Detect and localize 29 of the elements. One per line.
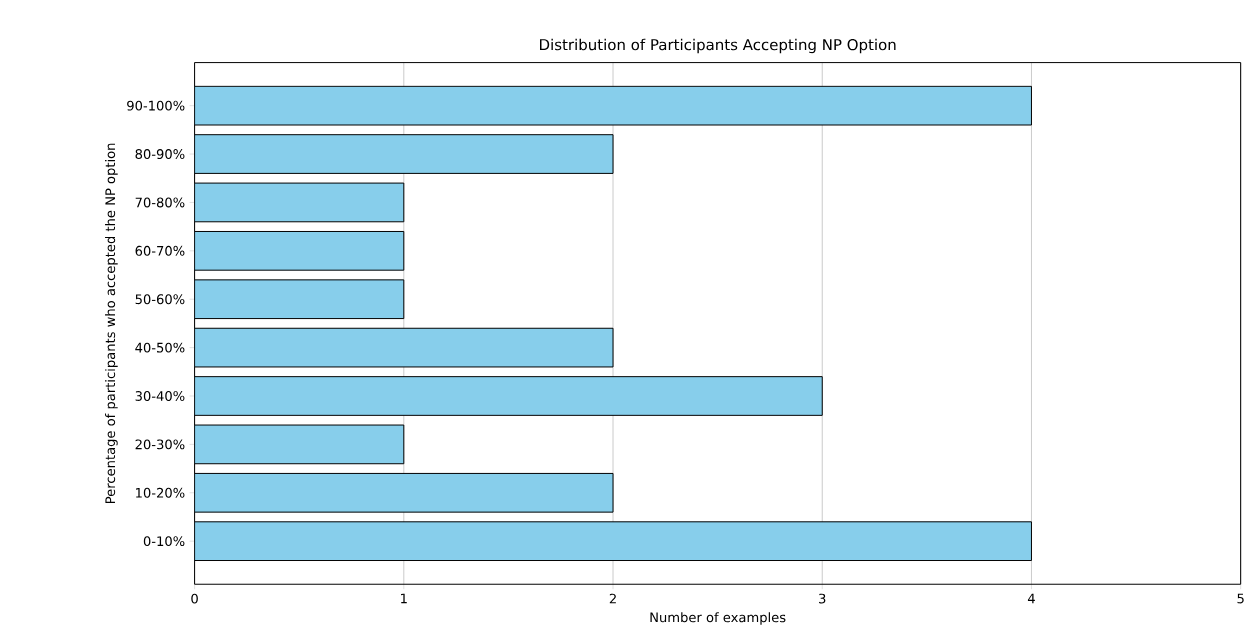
bar (194, 279, 405, 320)
bar (194, 521, 1032, 562)
chart-title: Distribution of Participants Accepting NP Option (540, 38, 896, 54)
y-tick-label: 40-50% (135, 342, 185, 353)
x-tick-label: 1 (401, 593, 407, 604)
x-tick-label: 3 (819, 593, 826, 604)
bar (194, 327, 614, 368)
y-tick-label: 70-80% (135, 197, 185, 208)
bar (194, 85, 1032, 126)
y-tick-label: 0-10% (143, 536, 185, 547)
y-tick-label: 30-40% (135, 391, 185, 401)
bar (194, 472, 614, 513)
x-tick-label: 4 (1027, 593, 1035, 604)
bar (194, 424, 405, 465)
bar (194, 376, 823, 416)
y-tick-label: 50-60% (135, 294, 185, 305)
bar (194, 134, 614, 174)
x-tick-label: 5 (1237, 593, 1244, 604)
bar (194, 182, 405, 223)
y-axis-title: Percentage of participants who accepted the NP option (105, 143, 118, 503)
bar (194, 230, 405, 271)
x-axis-title: Number of examples (650, 612, 786, 625)
y-tick-label: 60-70% (135, 245, 185, 256)
y-tick-label: 20-30% (135, 439, 185, 450)
x-tick-label: 2 (609, 593, 616, 604)
x-tick-label: 0 (191, 593, 198, 604)
y-tick-label: 80-90% (135, 149, 185, 159)
y-tick-label: 10-20% (136, 487, 185, 498)
y-tick-label: 90-100% (127, 100, 185, 111)
